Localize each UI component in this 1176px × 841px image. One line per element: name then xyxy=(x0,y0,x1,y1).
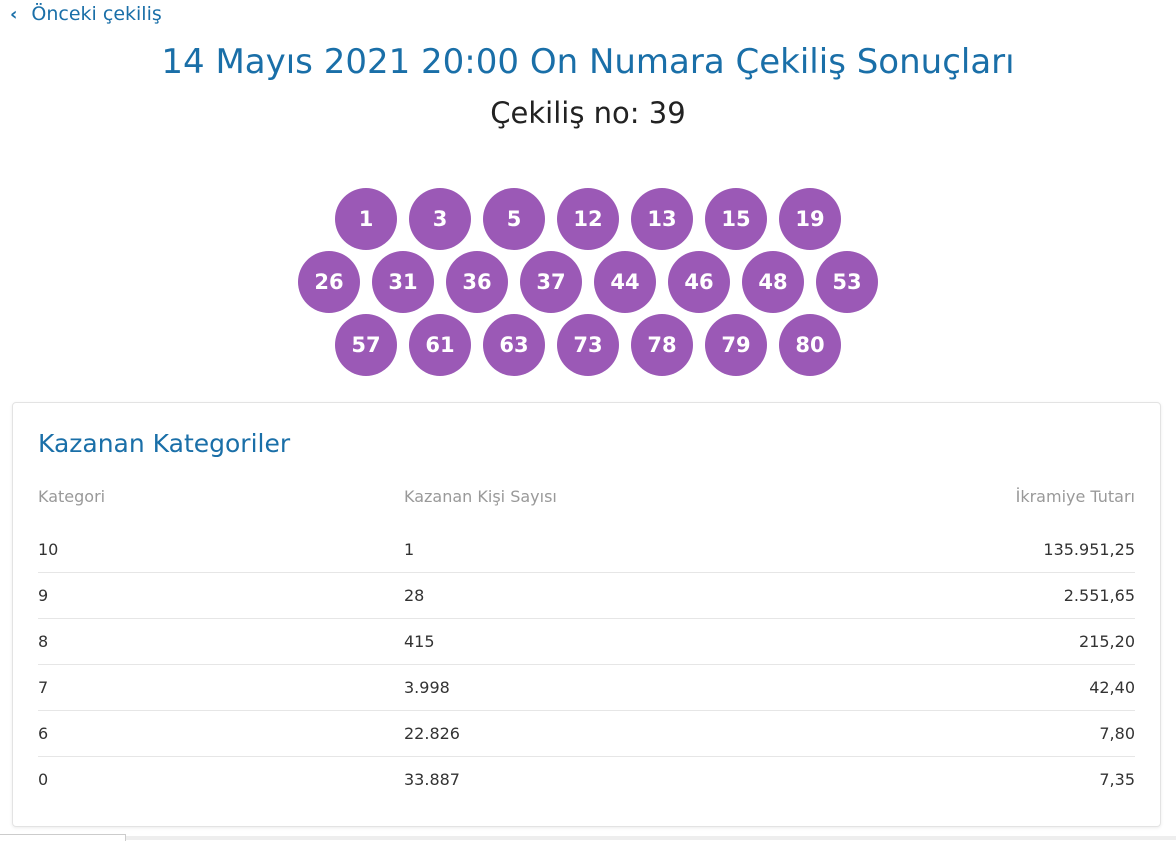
prize-amount: 7,80 xyxy=(814,710,1135,757)
number-ball: 78 xyxy=(631,314,693,376)
ball-row: 57 61 63 73 78 79 80 xyxy=(0,314,1176,376)
number-ball: 44 xyxy=(594,251,656,313)
horizontal-scrollbar[interactable] xyxy=(126,836,1176,840)
number-ball: 48 xyxy=(742,251,804,313)
column-header-category: Kategori xyxy=(38,486,106,506)
column-header-prize: İkramiye Tutarı xyxy=(1015,486,1135,506)
number-ball: 53 xyxy=(816,251,878,313)
number-ball: 63 xyxy=(483,314,545,376)
section-title: Kazanan Kategoriler xyxy=(38,429,291,458)
prize-amount: 7,35 xyxy=(1099,770,1135,789)
category: 0 xyxy=(38,770,49,789)
winner-count: 3.998 xyxy=(404,664,815,711)
number-ball: 79 xyxy=(705,314,767,376)
winner-count: 28 xyxy=(404,572,815,619)
number-ball: 73 xyxy=(557,314,619,376)
winner-count: 1 xyxy=(404,527,815,573)
number-ball: 3 xyxy=(409,188,471,250)
prize-amount: 135.951,25 xyxy=(814,527,1135,573)
ball-row: 1 3 5 12 13 15 19 xyxy=(0,188,1176,250)
number-ball: 46 xyxy=(668,251,730,313)
table-row: 6 22.826 7,80 xyxy=(38,710,1135,757)
draw-number: Çekiliş no: 39 xyxy=(490,96,686,130)
previous-draw-link[interactable]: ‹ Önceki çekiliş xyxy=(10,3,162,25)
table-row: 7 3.998 42,40 xyxy=(38,664,1135,711)
number-ball: 37 xyxy=(520,251,582,313)
number-ball: 31 xyxy=(372,251,434,313)
prize-amount: 2.551,65 xyxy=(814,572,1135,619)
category: 8 xyxy=(38,618,404,665)
scrollbar-area xyxy=(0,834,126,841)
winner-count: 415 xyxy=(404,618,815,665)
table-row: 0 33.887 7,35 xyxy=(38,757,1135,803)
number-ball: 15 xyxy=(705,188,767,250)
previous-draw-label: Önceki çekiliş xyxy=(31,3,162,25)
category: 6 xyxy=(38,710,404,757)
number-ball: 57 xyxy=(335,314,397,376)
ball-row: 26 31 36 37 44 46 48 53 xyxy=(0,251,1176,313)
drawn-numbers: 1 3 5 12 13 15 19 26 31 36 37 44 46 48 53 57 61 63 73 78 79 8… xyxy=(0,188,1176,377)
number-ball: 61 xyxy=(409,314,471,376)
number-ball: 13 xyxy=(631,188,693,250)
winning-categories-card: Kazanan Kategoriler Kategori Kazanan Kiş… xyxy=(12,402,1161,827)
table-row: 10 1 135.951,25 xyxy=(38,527,1135,573)
category: 7 xyxy=(38,664,404,711)
winner-count: 22.826 xyxy=(404,710,815,757)
number-ball: 36 xyxy=(446,251,508,313)
number-ball: 1 xyxy=(335,188,397,250)
prize-amount: 215,20 xyxy=(814,618,1135,665)
number-ball: 12 xyxy=(557,188,619,250)
category: 9 xyxy=(38,572,404,619)
winners-table: Kategori Kazanan Kişi Sayısı İkramiye Tu… xyxy=(38,481,1135,802)
chevron-left-icon: ‹ xyxy=(10,3,18,25)
page-title: 14 Mayıs 2021 20:00 On Numara Çekiliş So… xyxy=(161,42,1015,82)
table-row: 8 415 215,20 xyxy=(38,618,1135,665)
table-row: 9 28 2.551,65 xyxy=(38,572,1135,619)
number-ball: 80 xyxy=(779,314,841,376)
column-header-winners: Kazanan Kişi Sayısı xyxy=(404,486,557,506)
number-ball: 19 xyxy=(779,188,841,250)
number-ball: 5 xyxy=(483,188,545,250)
category: 10 xyxy=(38,527,404,573)
winner-count: 33.887 xyxy=(404,770,460,789)
number-ball: 26 xyxy=(298,251,360,313)
prize-amount: 42,40 xyxy=(814,664,1135,711)
